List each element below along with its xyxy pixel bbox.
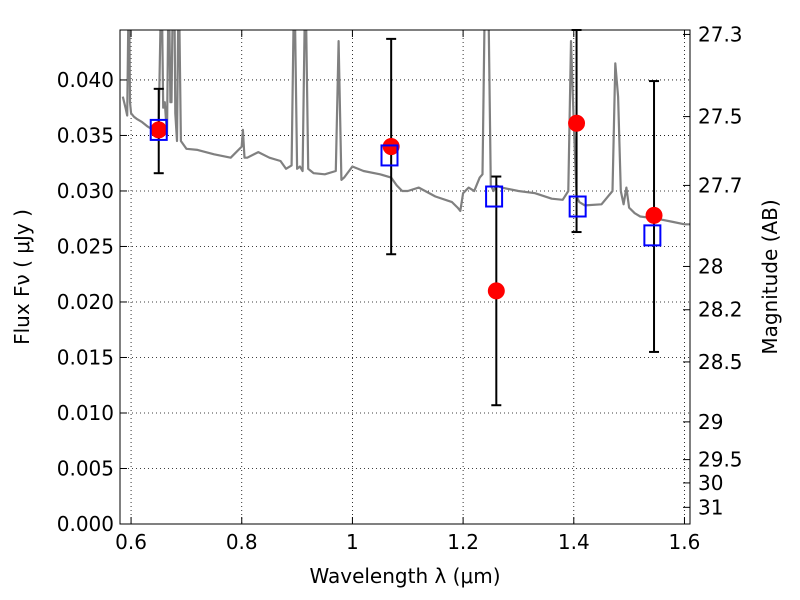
synthetic-point: [485, 185, 504, 208]
x-tick-label: 1.4: [558, 530, 590, 554]
ticks: 0.6 0.8 1 1.2 1.4 1.6 0.000 0.005 0.010 0.015 0.02…: [57, 22, 743, 554]
right-tick-label: 27.5: [698, 105, 743, 129]
y-tick-label: 0.000: [57, 512, 114, 536]
x-tick-label: 0.6: [115, 530, 147, 554]
right-tick-label: 27.7: [698, 173, 743, 197]
synthetic-point: [643, 224, 662, 247]
y-tick-label: 0.020: [57, 290, 114, 314]
x-tick-label: 1.2: [447, 530, 479, 554]
right-tick-label: 30: [698, 471, 723, 495]
measured-point: [150, 121, 168, 139]
errorbar-layer: [153, 29, 660, 407]
measured-point: [568, 114, 586, 132]
synthetic-point: [568, 195, 587, 218]
measured-point: [382, 138, 400, 156]
right-tick-label: 29.5: [698, 448, 743, 472]
right-tick-label: 28: [698, 254, 723, 278]
measured-point: [645, 206, 663, 224]
marker-layer: [149, 114, 663, 300]
x-tick-label: 0.8: [226, 530, 258, 554]
x-tick-label: 1: [346, 530, 359, 554]
y-tick-label: 0.010: [57, 401, 114, 425]
y-tick-label: 0.025: [57, 234, 114, 258]
y-tick-label: 0.030: [57, 179, 114, 203]
y-tick-label: 0.015: [57, 345, 114, 369]
x-axis-label: Wavelength λ (μm): [309, 564, 500, 588]
y-axis-label: Flux Fν ( μJy ): [10, 209, 34, 345]
right-tick-label: 27.3: [698, 22, 743, 46]
right-tick-label: 28.5: [698, 350, 743, 374]
right-tick-label: 29: [698, 410, 723, 434]
measured-point: [487, 282, 505, 300]
grid: [120, 30, 690, 525]
y-tick-label: 0.005: [57, 456, 114, 480]
right-tick-label: 28.2: [698, 298, 743, 322]
plot-frame: [119, 29, 691, 525]
x-tick-label: 1.6: [669, 530, 701, 554]
synthetic-point: [380, 144, 399, 167]
y-axis-right-label: Magnitude (AB): [758, 199, 782, 354]
right-tick-label: 31: [698, 495, 723, 519]
y-tick-label: 0.040: [57, 68, 114, 92]
synthetic-point: [149, 118, 168, 141]
y-tick-label: 0.035: [57, 123, 114, 147]
